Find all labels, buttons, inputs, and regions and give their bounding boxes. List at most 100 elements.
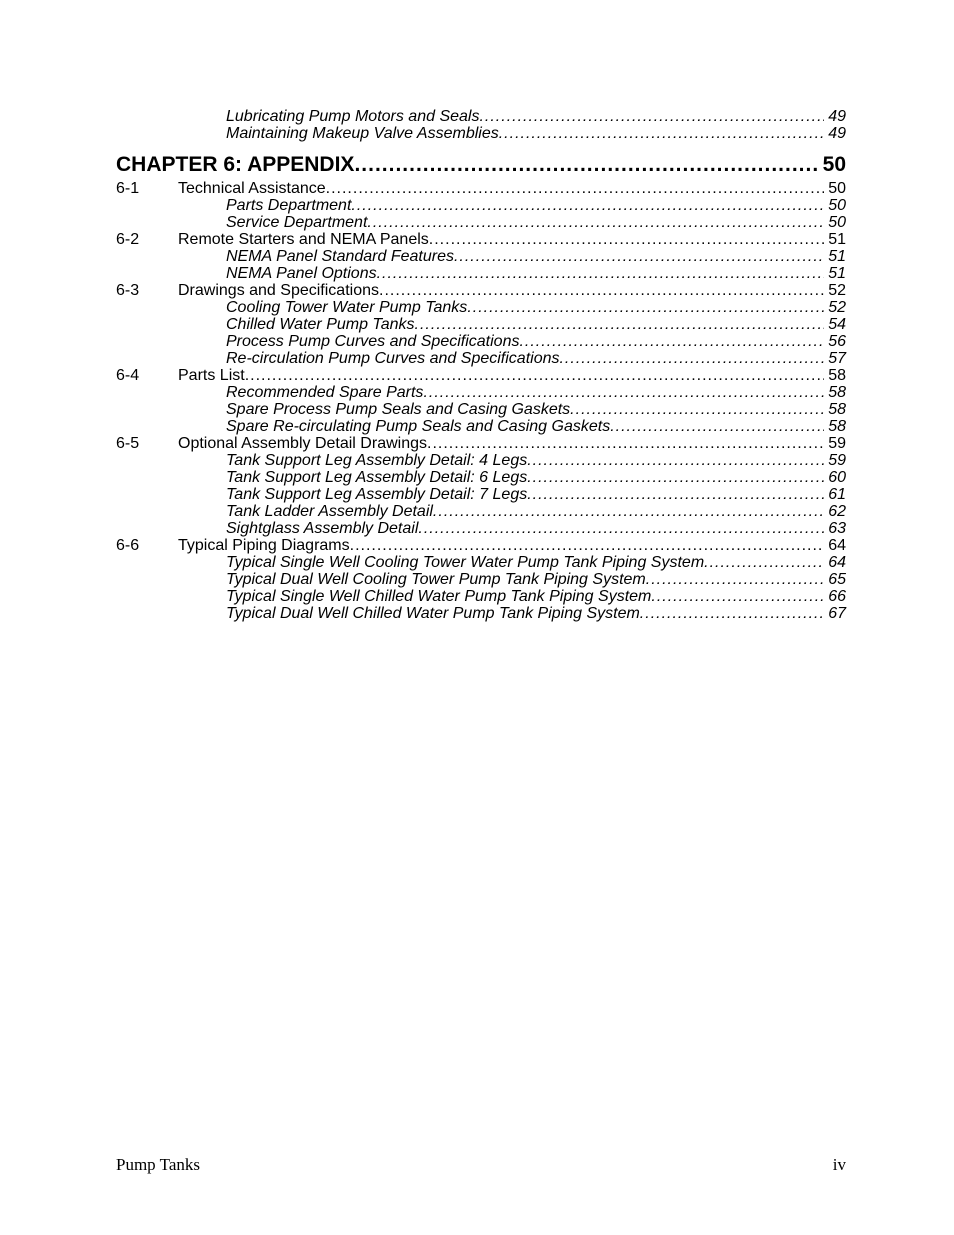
toc-leader-dots xyxy=(351,198,824,214)
toc-sub-page: 60 xyxy=(824,470,846,486)
toc-sub-label: Typical Single Well Cooling Tower Water … xyxy=(226,555,704,571)
toc-sub-entry: Spare Process Pump Seals and Casing Gask… xyxy=(116,402,846,418)
toc-sub-page: 52 xyxy=(824,300,846,316)
toc-leader-dots xyxy=(651,589,824,605)
toc-sub-entry: Parts Department 50 xyxy=(116,198,846,214)
toc-sub-page: 64 xyxy=(824,555,846,571)
toc-sub-label: Process Pump Curves and Specifications xyxy=(226,334,519,350)
toc-section-number: 6-6 xyxy=(116,538,178,554)
toc-sub-page: 58 xyxy=(824,402,846,418)
toc-leader-dots xyxy=(479,109,824,125)
toc-leader-dots xyxy=(570,402,824,418)
toc-sub-label: Tank Support Leg Assembly Detail: 7 Legs xyxy=(226,487,527,503)
toc-section-entry: 6-6Typical Piping Diagrams 64 xyxy=(116,538,846,554)
toc-section-number: 6-4 xyxy=(116,368,178,384)
toc-section-label: Technical Assistance xyxy=(178,181,326,197)
toc-sub-label: Service Department xyxy=(226,215,367,231)
toc-section-page: 59 xyxy=(824,436,846,452)
toc-sub-page: 50 xyxy=(824,215,846,231)
toc-sub-label: Maintaining Makeup Valve Assemblies xyxy=(226,126,499,142)
toc-sub-entry: Recommended Spare Parts58 xyxy=(116,385,846,401)
toc-leader-dots xyxy=(326,181,825,197)
toc-leader-dots xyxy=(527,470,824,486)
toc-sub-page: 58 xyxy=(824,419,846,435)
toc-leader-dots xyxy=(527,453,824,469)
toc-sub-entry: Typical Single Well Cooling Tower Water … xyxy=(116,555,846,571)
toc-leader-dots xyxy=(418,521,824,537)
toc-sub-page: 63 xyxy=(824,521,846,537)
toc-section-entry: 6-1Technical Assistance50 xyxy=(116,181,846,197)
toc-section-number: 6-5 xyxy=(116,436,178,452)
toc-sub-entry: Lubricating Pump Motors and Seals 49 xyxy=(116,109,846,125)
page: Lubricating Pump Motors and Seals49Maint… xyxy=(0,0,954,1235)
toc-sub-label: NEMA Panel Options xyxy=(226,266,377,282)
toc-sub-entry: NEMA Panel Standard Features51 xyxy=(116,249,846,265)
toc-section-page: 51 xyxy=(824,232,846,248)
toc-leader-dots xyxy=(427,436,824,452)
toc-sub-entry: Typical Single Well Chilled Water Pump T… xyxy=(116,589,846,605)
toc-chapter-page: 50 xyxy=(819,154,846,175)
toc-section-entry: 6-5Optional Assembly Detail Drawings 59 xyxy=(116,436,846,452)
toc-section-label: Remote Starters and NEMA Panels xyxy=(178,232,429,248)
toc-leader-dots xyxy=(454,249,824,265)
toc-sub-page: 49 xyxy=(824,109,846,125)
toc-sub-entry: Maintaining Makeup Valve Assemblies 49 xyxy=(116,126,846,142)
toc-leader-dots xyxy=(354,154,818,175)
toc-sub-entry: Tank Ladder Assembly Detail62 xyxy=(116,504,846,520)
toc-leader-dots xyxy=(527,487,824,503)
toc-sub-page: 50 xyxy=(824,198,846,214)
toc-sub-label: Chilled Water Pump Tanks xyxy=(226,317,415,333)
toc-section-entry: 6-3Drawings and Specifications52 xyxy=(116,283,846,299)
toc-sub-entry: NEMA Panel Options51 xyxy=(116,266,846,282)
toc-sub-entry: Tank Support Leg Assembly Detail: 7 Legs… xyxy=(116,487,846,503)
toc-leader-dots xyxy=(467,300,824,316)
toc-sub-entry: Tank Support Leg Assembly Detail: 4 Legs… xyxy=(116,453,846,469)
toc-sub-entry: Service Department 50 xyxy=(116,215,846,231)
toc-section-label: Drawings and Specifications xyxy=(178,283,379,299)
toc-sub-label: NEMA Panel Standard Features xyxy=(226,249,454,265)
toc-leader-dots xyxy=(350,538,825,554)
toc-chapter-label: CHAPTER 6: APPENDIX xyxy=(116,154,354,175)
toc-leader-dots xyxy=(519,334,824,350)
toc-sub-label: Recommended Spare Parts xyxy=(226,385,423,401)
toc-sub-entry: Spare Re-circulating Pump Seals and Casi… xyxy=(116,419,846,435)
toc-section-page: 64 xyxy=(824,538,846,554)
toc-sub-label: Cooling Tower Water Pump Tanks xyxy=(226,300,467,316)
toc-section-label: Parts List xyxy=(178,368,245,384)
toc-sub-label: Spare Re-circulating Pump Seals and Casi… xyxy=(226,419,610,435)
toc-sub-label: Spare Process Pump Seals and Casing Gask… xyxy=(226,402,570,418)
toc-sub-page: 49 xyxy=(824,126,846,142)
toc-leader-dots xyxy=(367,215,824,231)
toc-sub-entry: Chilled Water Pump Tanks54 xyxy=(116,317,846,333)
toc-sub-label: Lubricating Pump Motors and Seals xyxy=(226,109,479,125)
toc-sub-label: Tank Ladder Assembly Detail xyxy=(226,504,433,520)
toc-sub-label: Tank Support Leg Assembly Detail: 4 Legs xyxy=(226,453,527,469)
toc-sub-label: Tank Support Leg Assembly Detail: 6 Legs xyxy=(226,470,527,486)
toc-leader-dots xyxy=(433,504,824,520)
toc-leader-dots xyxy=(423,385,824,401)
toc-leader-dots xyxy=(559,351,824,367)
toc-sub-page: 67 xyxy=(824,606,846,622)
table-of-contents: Lubricating Pump Motors and Seals49Maint… xyxy=(116,109,846,622)
toc-leader-dots xyxy=(377,266,825,282)
toc-sub-entry: Tank Support Leg Assembly Detail: 6 Legs… xyxy=(116,470,846,486)
toc-section-page: 52 xyxy=(824,283,846,299)
toc-sub-entry: Typical Dual Well Cooling Tower Pump Tan… xyxy=(116,572,846,588)
toc-section-entry: 6-4Parts List 58 xyxy=(116,368,846,384)
toc-leader-dots xyxy=(415,317,825,333)
toc-leader-dots xyxy=(704,555,824,571)
toc-sub-label: Parts Department xyxy=(226,198,351,214)
page-footer: Pump Tanks iv xyxy=(116,1155,846,1175)
toc-sub-entry: Typical Dual Well Chilled Water Pump Tan… xyxy=(116,606,846,622)
toc-sub-page: 66 xyxy=(824,589,846,605)
toc-sub-entry: Sightglass Assembly Detail 63 xyxy=(116,521,846,537)
toc-section-page: 58 xyxy=(824,368,846,384)
toc-section-label: Optional Assembly Detail Drawings xyxy=(178,436,427,452)
toc-sub-page: 57 xyxy=(824,351,846,367)
toc-sub-entry: Process Pump Curves and Specifications56 xyxy=(116,334,846,350)
toc-sub-page: 65 xyxy=(824,572,846,588)
toc-leader-dots xyxy=(429,232,824,248)
toc-sub-entry: Re-circulation Pump Curves and Specifica… xyxy=(116,351,846,367)
toc-sub-label: Sightglass Assembly Detail xyxy=(226,521,418,537)
toc-section-label: Typical Piping Diagrams xyxy=(178,538,350,554)
